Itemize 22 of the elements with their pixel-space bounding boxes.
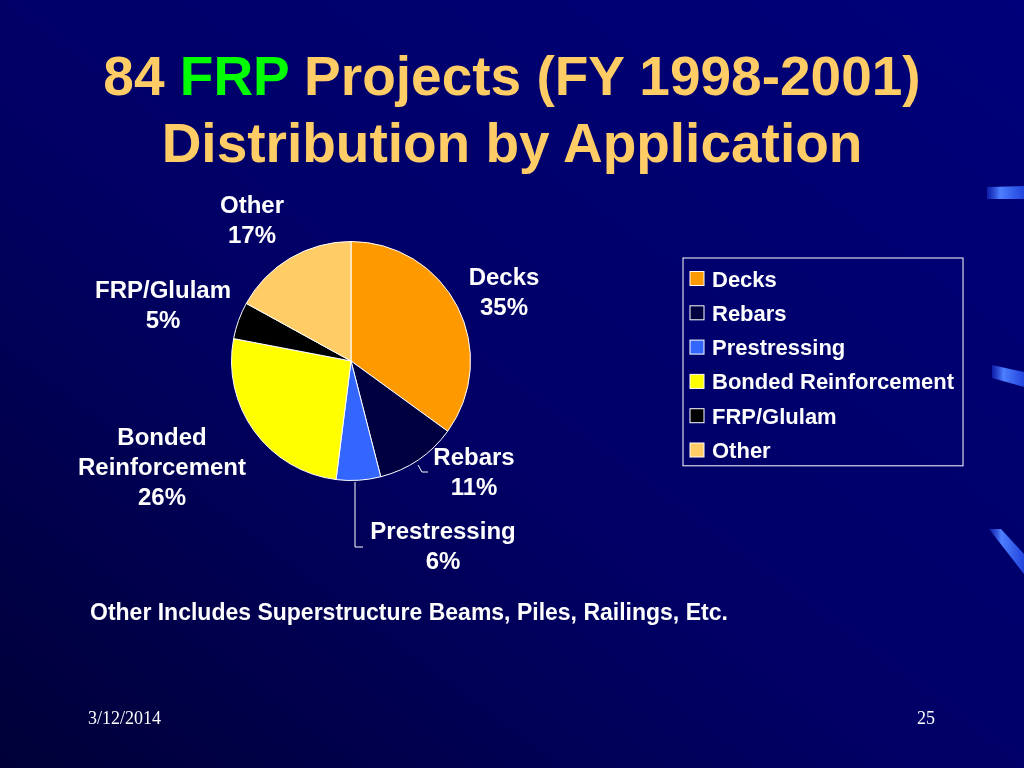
chart-title: 84 FRP Projects (FY 1998-2001) Distribution by Application	[103, 45, 921, 174]
slice-label: Bonded Reinforcement	[77, 423, 247, 480]
data-label: 6%	[425, 547, 461, 574]
slice-label: Decks	[468, 263, 540, 290]
data-label: 5%	[145, 306, 181, 333]
text: 25	[917, 708, 935, 728]
legend-label: Prestressing	[712, 335, 846, 361]
text: Other Includes Superstructure Beams, Piles, Railings, Etc.	[90, 599, 728, 625]
slice-label: Prestressing	[370, 517, 516, 544]
legend-label: Other	[712, 438, 772, 463]
legend-label: FRP/Glulam	[712, 403, 837, 429]
data-label: 35%	[479, 293, 529, 320]
data-label: 26%	[137, 483, 187, 510]
legend-label: Rebars	[712, 300, 787, 326]
slice-label: Rebars	[433, 443, 515, 470]
data-label: 17%	[227, 221, 277, 248]
text: 3/12/2014	[88, 708, 162, 728]
slice-label: FRP/Glulam	[94, 276, 232, 303]
legend-label: Decks	[712, 266, 777, 292]
slice-label: Other	[219, 191, 285, 218]
data-label: 11%	[450, 473, 498, 500]
legend-label: Bonded Reinforcement	[712, 369, 955, 395]
